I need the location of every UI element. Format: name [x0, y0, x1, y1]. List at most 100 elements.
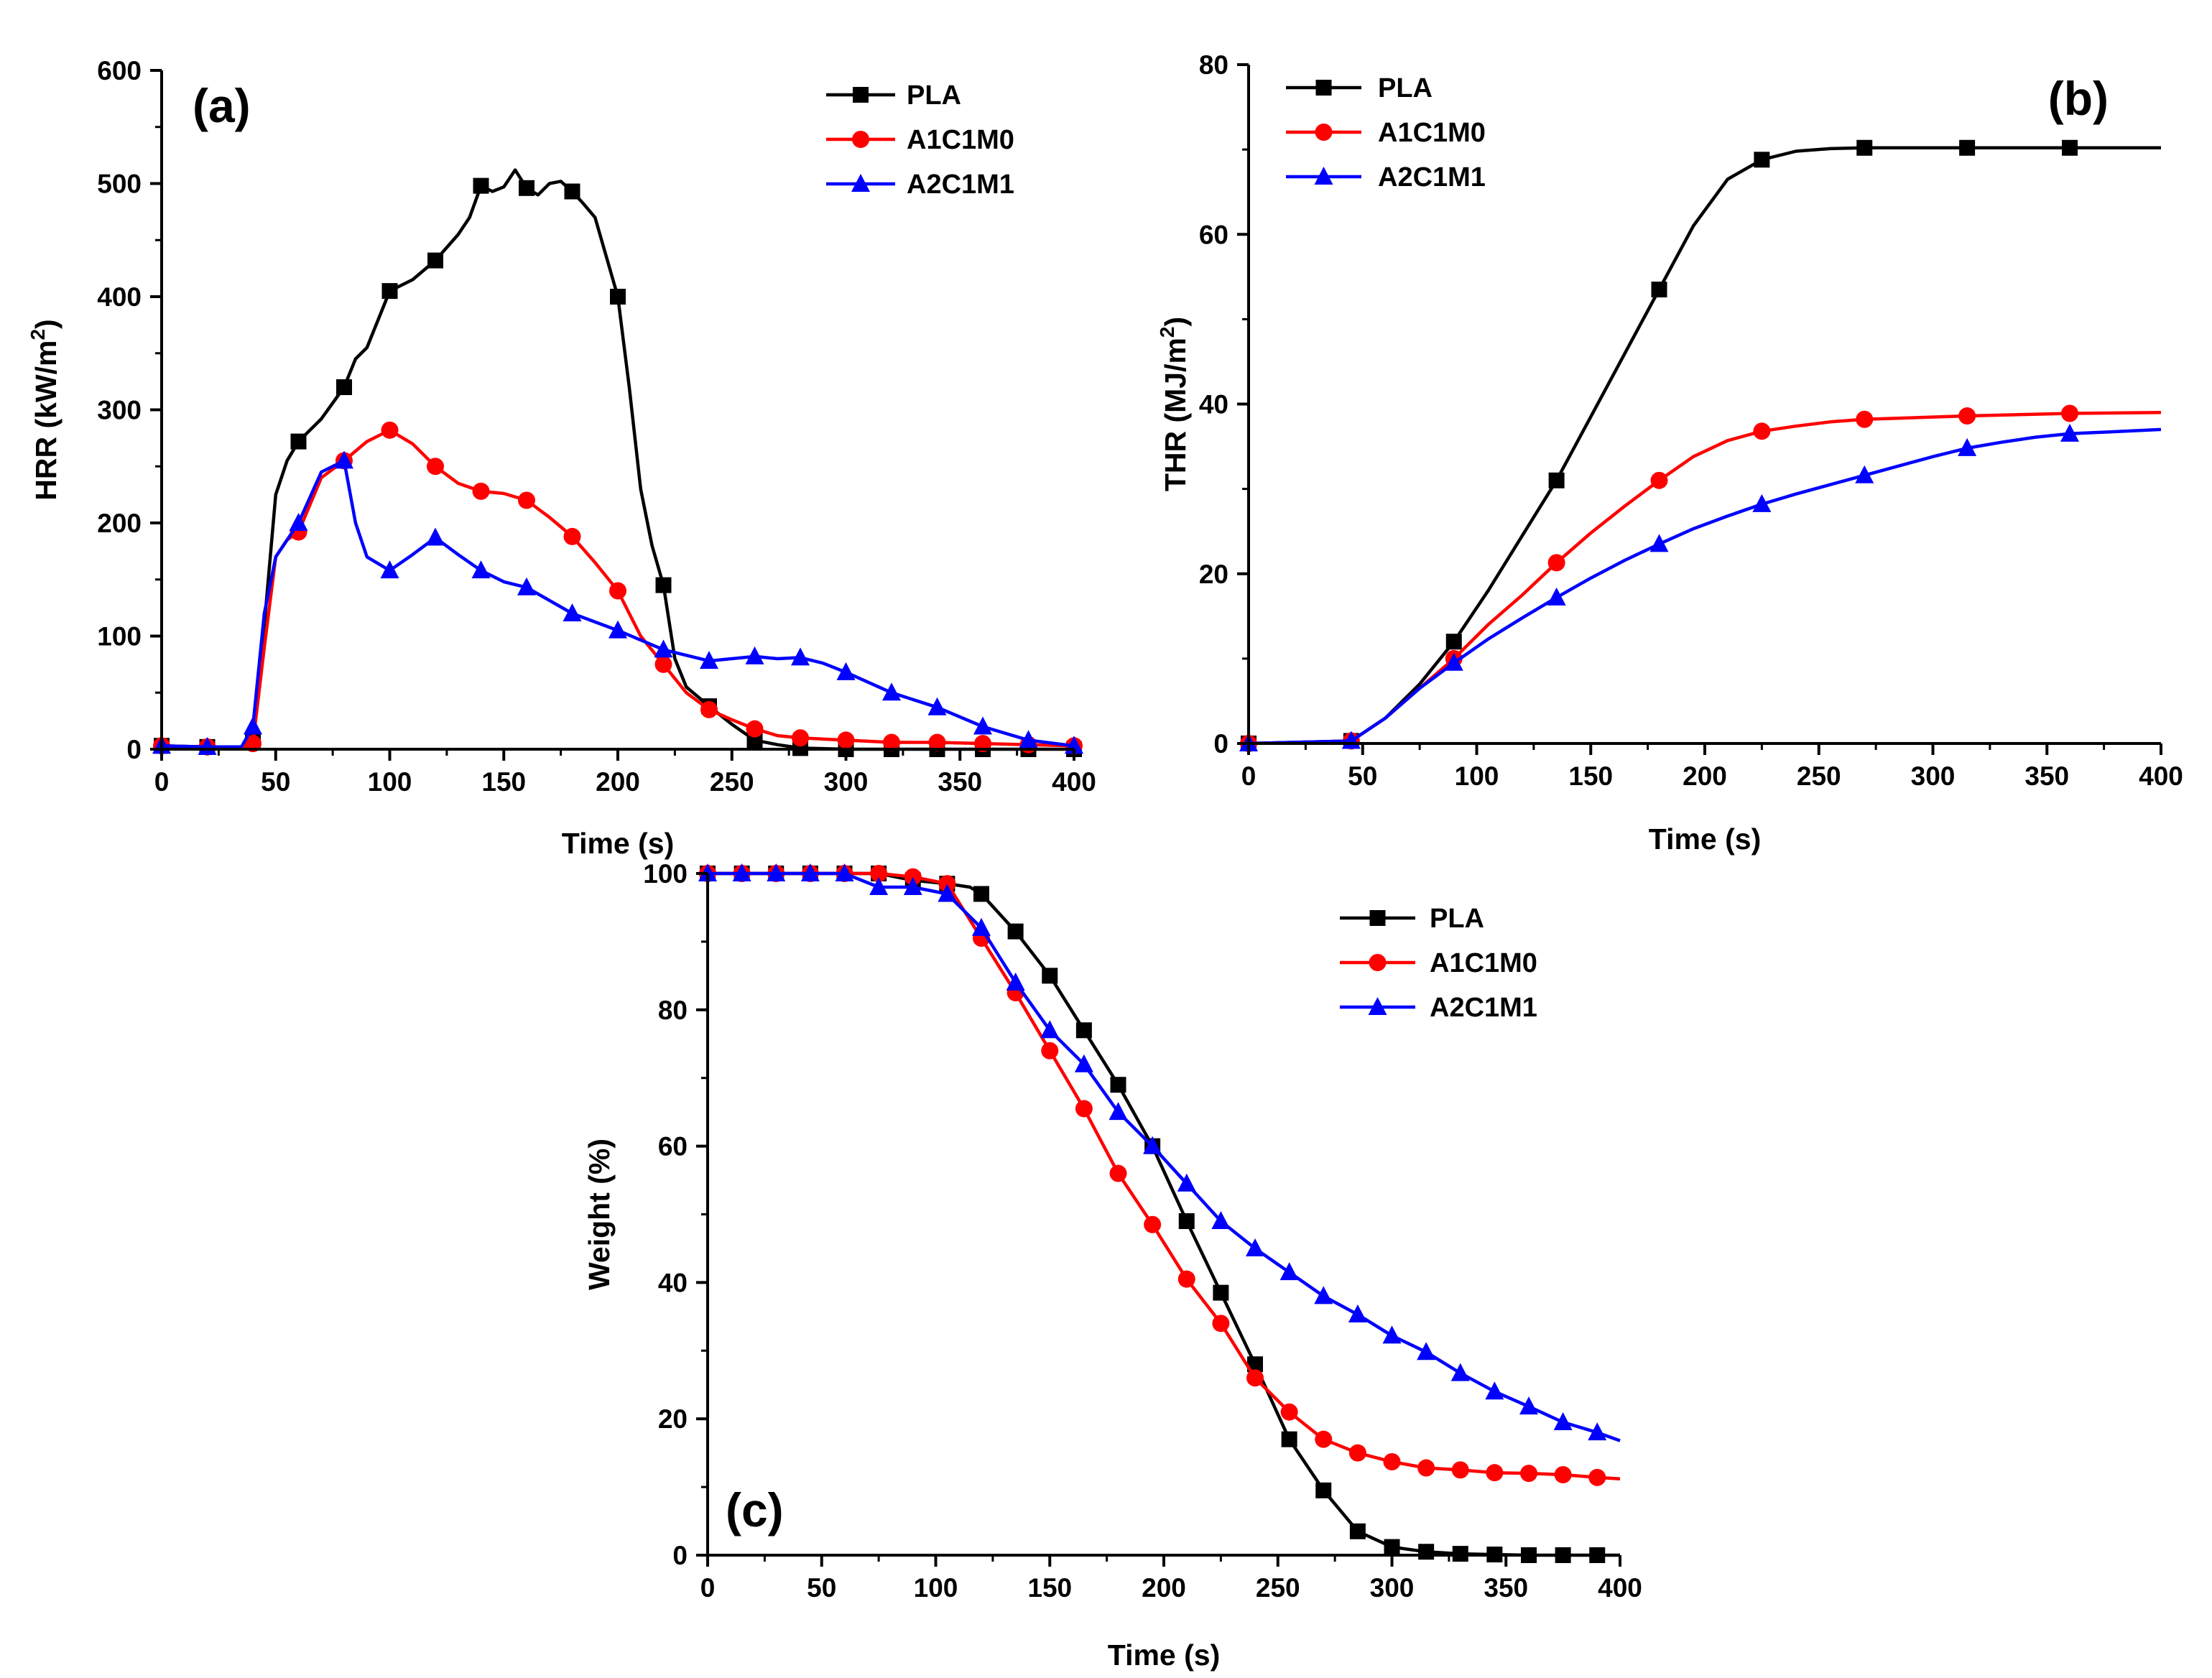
series-line-A2C1M1	[708, 871, 1621, 1442]
data-point-PLA-4	[1651, 282, 1667, 298]
x-tick-label: 150	[1027, 1573, 1072, 1603]
data-point-A1C1M0-16	[883, 733, 900, 751]
data-point-A1C1M0-14	[792, 729, 809, 747]
data-point-A2C1M1-23	[1485, 1381, 1504, 1400]
data-point-A1C1M0-26	[1588, 1468, 1606, 1486]
data-point-A1C1M0-24	[1520, 1465, 1537, 1483]
data-point-A2C1M1-5	[869, 876, 889, 895]
data-point-A1C1M0-5	[1753, 422, 1771, 440]
x-tick-label: 250	[1256, 1573, 1300, 1603]
y-axis-title: HRR (kW/m2)	[27, 319, 63, 500]
data-point-A2C1M1-5	[1752, 493, 1772, 512]
data-point-A2C1M1-2	[244, 716, 262, 735]
x-tick-label: 200	[596, 767, 640, 797]
data-point-A1C1M0-20	[1383, 1452, 1401, 1470]
legend-label-A2C1M1: A2C1M1	[907, 170, 1014, 200]
y-tick-label: 500	[97, 170, 142, 199]
y-axis-title: Weight (%)	[583, 1139, 616, 1290]
data-point-PLA-20	[1384, 1539, 1400, 1555]
data-point-PLA-5	[1754, 152, 1770, 168]
legend-marker-A1C1M0	[852, 131, 869, 148]
data-point-PLA-16	[1247, 1356, 1263, 1373]
data-point-A1C1M0-3	[1547, 554, 1565, 572]
x-tick-label: 150	[481, 767, 526, 797]
y-tick-label: 80	[1199, 50, 1228, 80]
series-A1C1M0	[1240, 404, 2162, 752]
y-tick-label: 20	[1199, 560, 1228, 589]
x-tick-label: 0	[700, 1573, 716, 1603]
data-point-A2C1M1-1	[732, 863, 751, 881]
series-A2C1M1	[698, 863, 1621, 1442]
data-point-A2C1M1-8	[517, 577, 536, 595]
data-point-A2C1M1-4	[835, 863, 854, 881]
data-point-A2C1M1-3	[800, 863, 820, 881]
y-tick-label: 0	[1213, 729, 1228, 759]
data-point-A1C1M0-8	[518, 491, 535, 509]
data-point-A2C1M1-14	[1177, 1173, 1196, 1192]
data-point-PLA-7	[473, 177, 489, 194]
data-point-PLA-19	[1349, 1523, 1366, 1539]
data-point-A1C1M0-22	[1451, 1461, 1469, 1479]
data-point-A2C1M1-21	[1417, 1342, 1436, 1361]
data-point-A2C1M1-12	[700, 651, 718, 669]
data-point-A1C1M0-11	[1075, 1100, 1093, 1118]
data-point-A2C1M1-4	[335, 450, 353, 469]
data-point-A2C1M1-6	[903, 876, 922, 895]
legend-label-A1C1M0: A1C1M0	[1430, 948, 1537, 978]
legend-label-A1C1M0: A1C1M0	[907, 125, 1014, 155]
data-point-PLA-15	[1213, 1284, 1229, 1301]
data-point-A2C1M1-2	[767, 863, 786, 881]
legend: PLA A1C1M0 A2C1M1	[826, 80, 1014, 200]
data-point-A2C1M1-5	[380, 560, 399, 579]
x-axis-title: Time (s)	[1108, 1638, 1220, 1672]
x-tick-label: 200	[1683, 761, 1727, 791]
data-point-A2C1M1-6	[1855, 465, 1874, 483]
data-point-A2C1M1-15	[1211, 1210, 1231, 1229]
y-tick-label: 200	[97, 509, 142, 538]
data-point-PLA-11	[1075, 1022, 1092, 1039]
data-point-A2C1M1-25	[1553, 1412, 1573, 1430]
x-tick-label: 100	[368, 767, 412, 797]
series-line-A2C1M1	[1248, 427, 2162, 746]
data-point-A1C1M0-9	[563, 527, 581, 545]
data-point-A2C1M1-10	[1040, 1020, 1060, 1039]
legend-label-A1C1M0: A1C1M0	[1378, 118, 1486, 148]
data-point-PLA-8	[519, 180, 535, 196]
series-A2C1M1	[152, 450, 1083, 755]
data-point-PLA-9	[564, 183, 580, 200]
series-line-PLA	[161, 168, 1074, 751]
legend-marker-A1C1M0	[1315, 124, 1333, 141]
y-tick-label: 0	[126, 735, 142, 764]
chart-0: 0 50 100 150 200 250 300 350 400 0 100 200 300 400 500…	[27, 56, 1096, 860]
data-point-A2C1M1-7	[471, 560, 491, 579]
data-point-A2C1M1-20	[1382, 1325, 1402, 1344]
data-point-A1C1M0-6	[904, 868, 922, 886]
data-point-A2C1M1-15	[836, 662, 856, 680]
legend-label-PLA: PLA	[1430, 904, 1484, 934]
data-point-PLA-18	[1315, 1482, 1332, 1498]
x-tick-label: 100	[1455, 761, 1499, 791]
x-tick-label: 350	[938, 767, 982, 797]
y-tick-label: 40	[1199, 390, 1228, 420]
x-tick-label: 100	[914, 1573, 958, 1603]
data-point-A1C1M0-4	[1650, 471, 1668, 489]
y-tick-label: 100	[97, 622, 142, 652]
data-point-A2C1M1-16	[1246, 1238, 1264, 1256]
data-point-A2C1M1-9	[1006, 972, 1025, 991]
x-tick-label: 250	[710, 767, 754, 797]
data-point-A1C1M0-13	[1144, 1215, 1162, 1233]
x-tick-label: 400	[2139, 761, 2183, 791]
x-tick-label: 350	[1484, 1573, 1528, 1603]
y-tick-label: 600	[97, 56, 142, 85]
data-point-PLA-12	[1110, 1077, 1126, 1093]
data-point-A2C1M1-16	[882, 682, 901, 701]
x-tick-label: 350	[2024, 761, 2069, 791]
data-point-A1C1M0-11	[654, 655, 672, 673]
data-point-A1C1M0-18	[1315, 1430, 1333, 1448]
data-point-A2C1M1-3	[1547, 587, 1566, 606]
x-axis-title: Time (s)	[562, 827, 674, 860]
legend-label-A2C1M1: A2C1M1	[1378, 162, 1486, 193]
data-point-A2C1M1-22	[1450, 1363, 1470, 1381]
x-tick-label: 50	[261, 767, 290, 797]
